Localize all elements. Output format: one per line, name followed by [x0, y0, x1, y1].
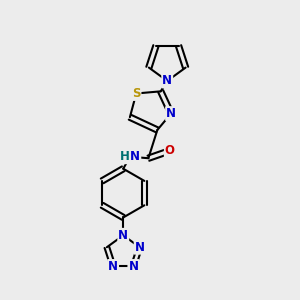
Text: H: H — [120, 150, 130, 163]
Text: N: N — [128, 260, 138, 273]
Text: N: N — [162, 74, 172, 87]
Text: S: S — [132, 87, 140, 100]
Text: N: N — [130, 150, 140, 163]
Text: N: N — [135, 241, 145, 254]
Text: O: O — [165, 144, 175, 157]
Text: N: N — [118, 229, 128, 242]
Text: N: N — [166, 107, 176, 120]
Text: N: N — [108, 260, 118, 273]
